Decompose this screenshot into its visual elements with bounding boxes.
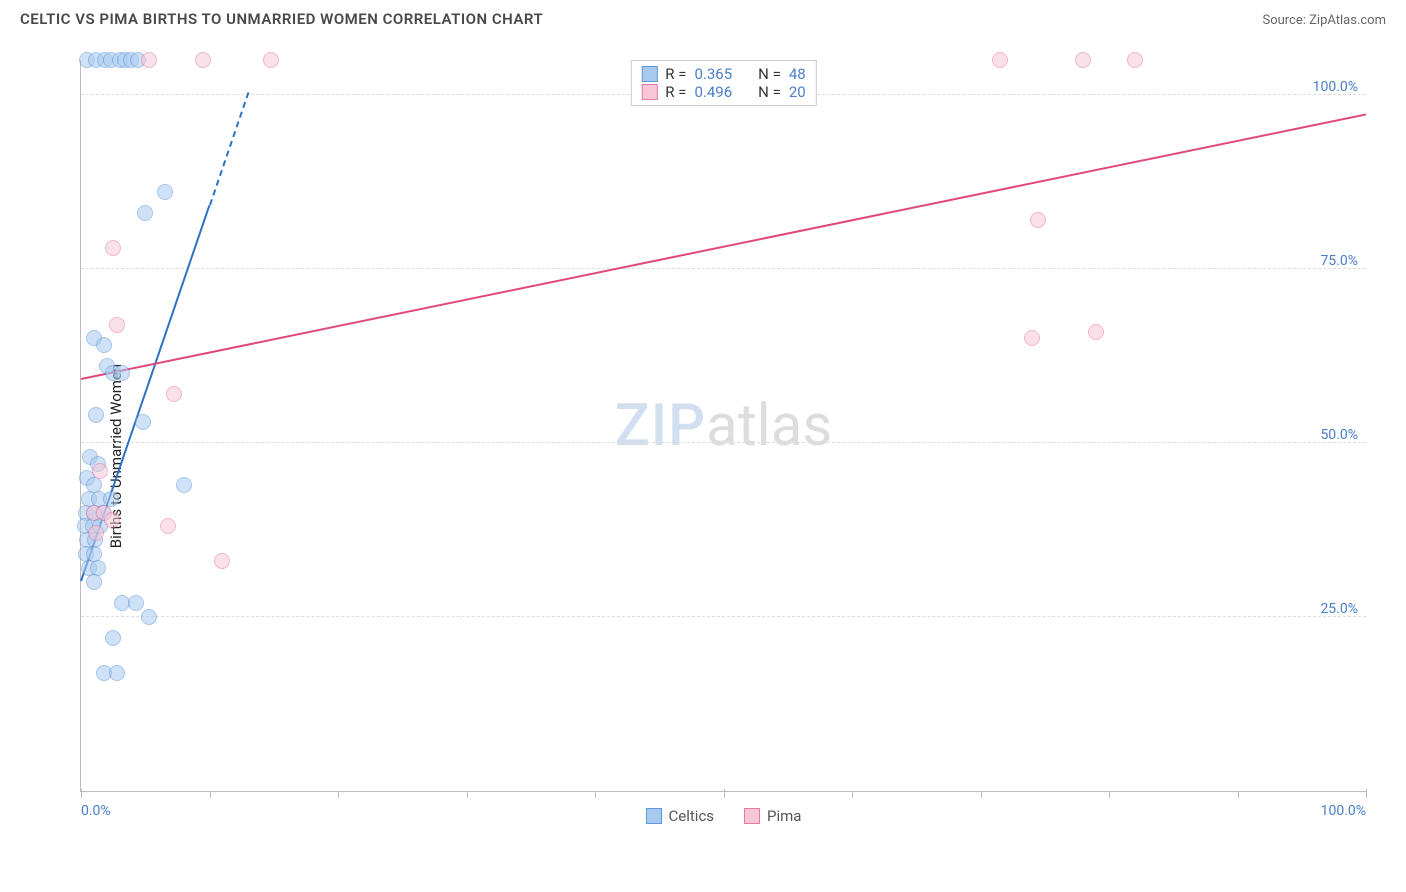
y-tick-label: 75.0% <box>1320 253 1358 269</box>
legend-r-label: R = <box>665 83 686 101</box>
data-point-pima <box>88 525 104 541</box>
data-point-celtics <box>128 595 144 611</box>
legend-label: Celtics <box>669 807 715 825</box>
x-tick <box>467 792 468 798</box>
y-tick-label: 25.0% <box>1320 601 1358 617</box>
chart-container: Births to Unmarried Women ZIPatlas R =0.… <box>20 40 1386 872</box>
gridline <box>81 616 1366 617</box>
data-point-pima <box>214 553 230 569</box>
data-point-pima <box>141 52 157 68</box>
legend-series: Celtics Pima <box>646 807 802 825</box>
data-point-celtics <box>105 630 121 646</box>
data-point-pima <box>1088 324 1104 340</box>
legend-r-value: 0.496 <box>694 83 732 101</box>
legend-swatch <box>744 808 760 824</box>
data-point-pima <box>992 52 1008 68</box>
legend-r-label: R = <box>665 65 686 83</box>
legend-row: R = 0.365 N = 48 <box>641 65 805 83</box>
data-point-pima <box>263 52 279 68</box>
data-point-pima <box>1024 330 1040 346</box>
legend-n-label: N = <box>758 83 781 101</box>
data-point-celtics <box>176 477 192 493</box>
gridline <box>81 442 1366 443</box>
legend-r-value: 0.365 <box>694 65 732 83</box>
data-point-pima <box>104 512 120 528</box>
legend-label: Pima <box>767 807 801 825</box>
data-point-celtics <box>141 609 157 625</box>
gridline <box>81 268 1366 269</box>
x-tick <box>724 789 725 798</box>
legend-item: Pima <box>744 807 801 825</box>
data-point-pima <box>160 518 176 534</box>
x-tick <box>1366 789 1367 798</box>
legend-n-value: 48 <box>789 65 806 83</box>
x-tick-label: 100.0% <box>1321 803 1366 819</box>
trend-line <box>81 114 1366 381</box>
data-point-celtics <box>109 665 125 681</box>
y-tick-label: 50.0% <box>1320 427 1358 443</box>
legend-row: R = 0.496 N = 20 <box>641 83 805 101</box>
source-label: Source: ZipAtlas.com <box>1262 13 1386 28</box>
watermark: ZIPatlas <box>615 392 833 460</box>
data-point-pima <box>195 52 211 68</box>
data-point-pima <box>109 317 125 333</box>
data-point-celtics <box>96 337 112 353</box>
legend-item: Celtics <box>646 807 715 825</box>
legend-n-value: 20 <box>789 83 806 101</box>
legend-swatch <box>646 808 662 824</box>
data-point-pima <box>1075 52 1091 68</box>
data-point-pima <box>1127 52 1143 68</box>
data-point-celtics <box>88 407 104 423</box>
data-point-celtics <box>135 414 151 430</box>
x-tick <box>1238 792 1239 798</box>
x-tick <box>210 792 211 798</box>
legend-n-label: N = <box>758 65 781 83</box>
chart-title: CELTIC VS PIMA BIRTHS TO UNMARRIED WOMEN… <box>20 10 543 28</box>
data-point-celtics <box>137 205 153 221</box>
trend-line <box>209 92 249 205</box>
legend-swatch <box>641 84 657 100</box>
x-tick-label: 0.0% <box>81 803 111 819</box>
x-tick <box>595 792 596 798</box>
data-point-pima <box>166 386 182 402</box>
x-tick <box>852 792 853 798</box>
legend-correlation: R = 0.365 N = 48 R = 0.496 N = 20 <box>630 60 816 106</box>
data-point-celtics <box>86 574 102 590</box>
x-tick <box>981 792 982 798</box>
header: CELTIC VS PIMA BIRTHS TO UNMARRIED WOMEN… <box>0 0 1406 36</box>
data-point-pima <box>92 463 108 479</box>
data-point-celtics <box>157 184 173 200</box>
data-point-pima <box>1030 212 1046 228</box>
legend-swatch <box>641 66 657 82</box>
x-tick <box>81 789 82 798</box>
x-tick <box>1109 792 1110 798</box>
x-tick <box>338 792 339 798</box>
y-tick-label: 100.0% <box>1313 79 1358 95</box>
plot-area: ZIPatlas R =0.365N =48R =0.496N =20 Celt… <box>80 60 1366 792</box>
data-point-pima <box>105 240 121 256</box>
data-point-celtics <box>114 365 130 381</box>
